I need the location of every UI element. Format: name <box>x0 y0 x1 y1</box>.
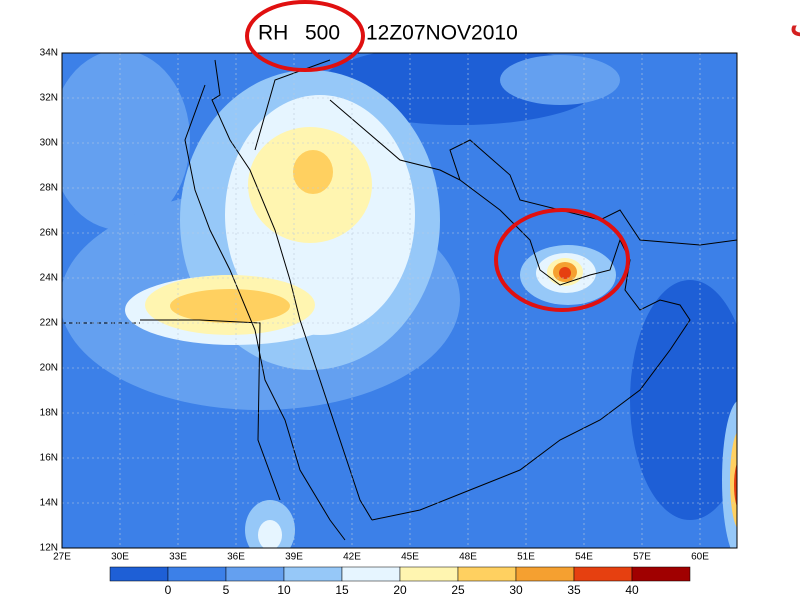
colorbar-box <box>631 566 691 582</box>
title-time: 12Z07NOV2010 <box>366 22 518 45</box>
colorbar-label: 20 <box>393 583 407 597</box>
highlight-circle <box>494 208 630 312</box>
lat-label: 26N <box>40 228 58 239</box>
lat-label: 18N <box>40 408 58 419</box>
lon-label: 27E <box>53 552 71 563</box>
lon-label: 48E <box>459 552 477 563</box>
lon-label: 57E <box>633 552 651 563</box>
lon-label: 33E <box>169 552 187 563</box>
colorbar-label: 25 <box>451 583 465 597</box>
lat-label: 34N <box>40 48 58 59</box>
lat-label: 28N <box>40 183 58 194</box>
lon-label: 54E <box>575 552 593 563</box>
lat-label: 20N <box>40 363 58 374</box>
lat-label: 22N <box>40 318 58 329</box>
lon-label: 30E <box>111 552 129 563</box>
colorbar-label: 10 <box>277 583 291 597</box>
lon-label: 45E <box>401 552 419 563</box>
lat-label: 16N <box>40 453 58 464</box>
lat-label: 30N <box>40 138 58 149</box>
colorbar-box <box>573 566 633 582</box>
colorbar-label: 30 <box>509 583 523 597</box>
colorbar-label: 15 <box>335 583 349 597</box>
highlight-circle <box>245 0 365 72</box>
rh-field <box>62 53 737 548</box>
lon-label: 60E <box>691 552 709 563</box>
lat-label: 32N <box>40 93 58 104</box>
lon-label: 39E <box>285 552 303 563</box>
lat-label: 14N <box>40 498 58 509</box>
lon-label: 42E <box>343 552 361 563</box>
colorbar-box <box>283 566 343 582</box>
colorbar-box <box>167 566 227 582</box>
colorbar-label: 0 <box>165 583 172 597</box>
colorbar-box <box>457 566 517 582</box>
map-frame <box>61 52 738 549</box>
lon-label: 51E <box>517 552 535 563</box>
title-level: 500 <box>305 22 340 45</box>
colorbar: 0 5 10 15 20 25 30 35 40 <box>109 566 691 597</box>
title-field: RH <box>258 22 288 45</box>
colorbar-label: 35 <box>567 583 581 597</box>
lon-label: 36E <box>227 552 245 563</box>
watermark: مهب الهيف <box>790 5 800 43</box>
colorbar-label: 40 <box>625 583 639 597</box>
lat-label: 24N <box>40 273 58 284</box>
colorbar-label: 5 <box>223 583 230 597</box>
colorbar-box <box>515 566 575 582</box>
lat-label: 12N <box>40 543 58 554</box>
colorbar-box <box>399 566 459 582</box>
colorbar-box <box>341 566 401 582</box>
colorbar-box <box>225 566 285 582</box>
colorbar-box <box>109 566 169 582</box>
